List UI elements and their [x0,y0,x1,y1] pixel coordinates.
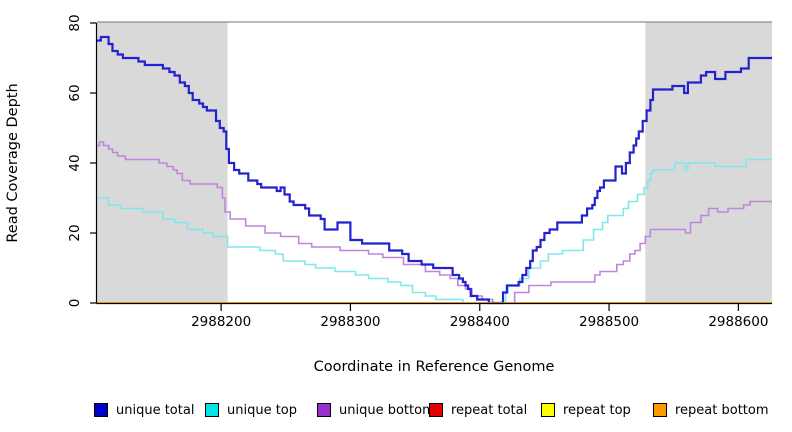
x-tick-label: 2988500 [579,314,639,330]
y-tick-label: 60 [67,84,83,101]
y-tick-label: 80 [67,14,83,31]
y-tick-label: 20 [67,224,83,241]
legend-item-repeat-top: repeat top [541,402,631,418]
x-axis-title: Coordinate in Reference Genome [314,359,555,375]
unique-total-swatch-icon [94,403,108,417]
series-line-unique-bottom [97,141,772,304]
legend-label: repeat top [563,402,631,418]
repeat-total-swatch-icon [429,403,443,417]
x-tick-label: 2988300 [320,314,380,330]
legend-label: unique bottom [339,402,435,418]
legend-item-unique-top: unique top [205,402,297,418]
y-tick-label: 40 [67,154,83,171]
legend-label: unique total [116,402,195,418]
legend-item-repeat-total: repeat total [429,402,527,418]
legend-label: repeat total [451,402,528,418]
legend-item-repeat-bottom: repeat bottom [653,402,769,418]
legend-label: unique top [227,402,298,418]
x-axis-ticks: 2988200 2988300 2988400 2988500 2988600 [191,304,768,330]
shaded-regions [97,22,772,304]
x-tick-label: 2988400 [450,314,510,330]
y-tick-label: 0 [67,299,83,308]
unique-bottom-swatch-icon [317,403,331,417]
series-line-unique-total [97,35,772,305]
y-axis-title: Read Coverage Depth [5,83,21,242]
y-axis-ticks: 0 20 40 60 80 [67,14,97,307]
x-tick-label: 2988600 [708,314,768,330]
repeat-bottom-swatch-icon [653,403,667,417]
unique-top-swatch-icon [205,403,219,417]
legend-item-unique-total: unique total [94,402,194,418]
legend-item-unique-bottom: unique bottom [317,402,435,418]
legend-label: repeat bottom [675,402,769,418]
x-tick-label: 2988200 [191,314,251,330]
repeat-top-swatch-icon [541,403,555,417]
